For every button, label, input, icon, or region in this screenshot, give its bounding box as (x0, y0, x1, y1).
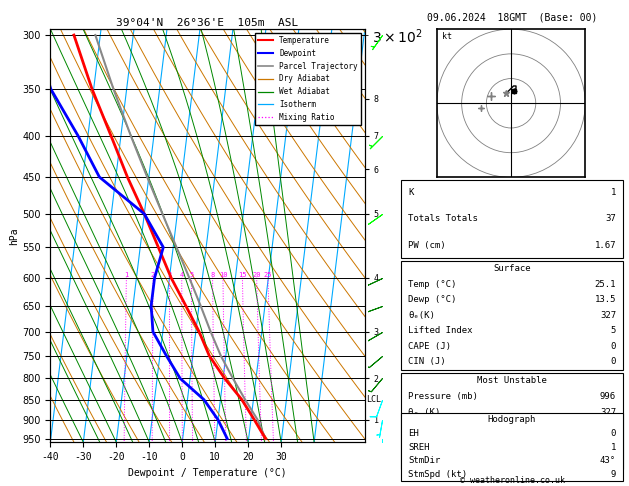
Text: 1: 1 (125, 272, 128, 278)
Text: StmDir: StmDir (408, 456, 440, 465)
FancyBboxPatch shape (401, 261, 623, 370)
FancyBboxPatch shape (401, 413, 623, 481)
Text: 25: 25 (264, 272, 272, 278)
Text: θₑ(K): θₑ(K) (408, 311, 435, 320)
X-axis label: Dewpoint / Temperature (°C): Dewpoint / Temperature (°C) (128, 468, 287, 478)
Text: CAPE (J): CAPE (J) (408, 342, 451, 351)
Text: Lifted Index: Lifted Index (408, 424, 472, 434)
Title: 39°04'N  26°36'E  105m  ASL: 39°04'N 26°36'E 105m ASL (116, 18, 299, 28)
Text: 5: 5 (611, 424, 616, 434)
Text: Hodograph: Hodograph (488, 416, 536, 424)
FancyBboxPatch shape (401, 373, 623, 469)
Text: kt: kt (442, 32, 452, 41)
Text: CIN (J): CIN (J) (408, 357, 445, 366)
Text: 10: 10 (219, 272, 227, 278)
Text: 0: 0 (611, 342, 616, 351)
Text: 13.5: 13.5 (594, 295, 616, 304)
Text: 2: 2 (151, 272, 155, 278)
Text: 3: 3 (167, 272, 172, 278)
Text: CAPE (J): CAPE (J) (408, 440, 451, 450)
Text: 0: 0 (611, 357, 616, 366)
Text: 1: 1 (611, 443, 616, 451)
Text: Most Unstable: Most Unstable (477, 376, 547, 385)
Text: 5: 5 (189, 272, 194, 278)
Y-axis label: hPa: hPa (9, 227, 19, 244)
Text: Lifted Index: Lifted Index (408, 327, 472, 335)
Text: Surface: Surface (493, 264, 531, 274)
Text: 327: 327 (600, 311, 616, 320)
Legend: Temperature, Dewpoint, Parcel Trajectory, Dry Adiabat, Wet Adiabat, Isotherm, Mi: Temperature, Dewpoint, Parcel Trajectory… (255, 33, 361, 125)
Text: Pressure (mb): Pressure (mb) (408, 392, 478, 401)
Text: 8: 8 (211, 272, 214, 278)
Text: 09.06.2024  18GMT  (Base: 00): 09.06.2024 18GMT (Base: 00) (428, 12, 598, 22)
Text: 1.67: 1.67 (594, 241, 616, 250)
Text: 996: 996 (600, 392, 616, 401)
Text: © weatheronline.co.uk: © weatheronline.co.uk (460, 476, 565, 485)
Text: Totals Totals: Totals Totals (408, 214, 478, 224)
Text: 9: 9 (611, 470, 616, 479)
Text: 20: 20 (252, 272, 261, 278)
Text: 43°: 43° (600, 456, 616, 465)
Text: EH: EH (408, 429, 419, 438)
Text: 37: 37 (605, 214, 616, 224)
Text: CIN (J): CIN (J) (408, 456, 445, 466)
Text: 15: 15 (238, 272, 247, 278)
FancyBboxPatch shape (401, 180, 623, 258)
Text: K: K (408, 189, 413, 197)
Text: 327: 327 (600, 408, 616, 417)
Text: StmSpd (kt): StmSpd (kt) (408, 470, 467, 479)
Text: 1: 1 (611, 189, 616, 197)
Y-axis label: km
ASL: km ASL (435, 226, 450, 245)
Text: 5: 5 (611, 327, 616, 335)
Text: Dewp (°C): Dewp (°C) (408, 295, 456, 304)
Text: 0: 0 (611, 440, 616, 450)
Text: LCL: LCL (366, 395, 381, 404)
Text: Temp (°C): Temp (°C) (408, 280, 456, 289)
Text: 0: 0 (611, 429, 616, 438)
Text: 25.1: 25.1 (594, 280, 616, 289)
Text: SREH: SREH (408, 443, 430, 451)
Text: 0: 0 (611, 456, 616, 466)
Text: PW (cm): PW (cm) (408, 241, 445, 250)
Text: 4: 4 (180, 272, 184, 278)
Text: θₑ (K): θₑ (K) (408, 408, 440, 417)
